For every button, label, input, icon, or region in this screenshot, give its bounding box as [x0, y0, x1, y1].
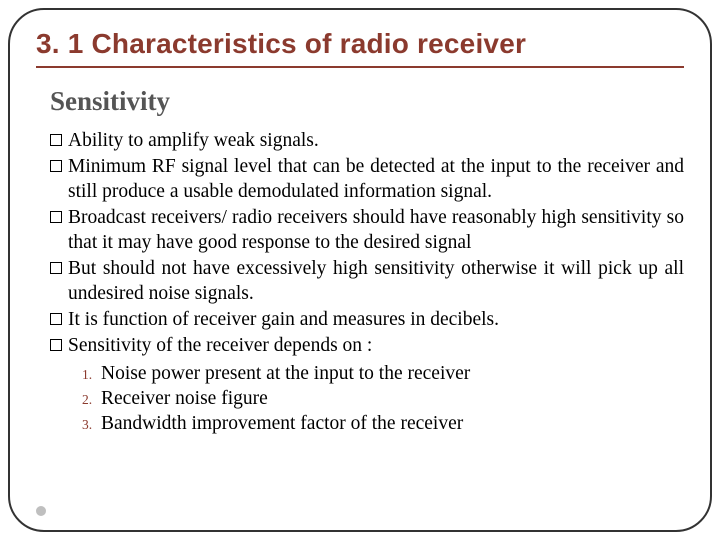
bullet-text: Broadcast receivers/ radio receivers sho… — [68, 206, 684, 256]
square-bullet-icon — [50, 211, 62, 223]
slide-subtitle: Sensitivity — [50, 86, 684, 117]
bullet-text: Ability to amplify weak signals. — [68, 129, 684, 154]
square-bullet-icon — [50, 339, 62, 351]
square-bullet-icon — [50, 313, 62, 325]
bullet-text: But should not have excessively high sen… — [68, 257, 684, 307]
list-item: Ability to amplify weak signals. — [50, 129, 684, 154]
decorative-dot-icon — [36, 506, 46, 516]
slide-title: 3. 1 Characteristics of radio receiver — [36, 28, 684, 68]
bullet-text: Minimum RF signal level that can be dete… — [68, 155, 684, 205]
list-item: Sensitivity of the receiver depends on : — [50, 334, 684, 359]
square-bullet-icon — [50, 134, 62, 146]
numbered-text: Noise power present at the input to the … — [101, 361, 470, 386]
numbered-text: Receiver noise figure — [101, 386, 268, 411]
list-item: Minimum RF signal level that can be dete… — [50, 155, 684, 205]
list-item: Broadcast receivers/ radio receivers sho… — [50, 206, 684, 256]
square-bullet-icon — [50, 262, 62, 274]
bullet-text: Sensitivity of the receiver depends on : — [68, 334, 684, 359]
number-label: 3. — [82, 416, 96, 434]
list-item: 1. Noise power present at the input to t… — [82, 361, 684, 386]
bullet-list: Ability to amplify weak signals. Minimum… — [50, 129, 684, 359]
list-item: 3. Bandwidth improvement factor of the r… — [82, 411, 684, 436]
list-item: 2. Receiver noise figure — [82, 386, 684, 411]
numbered-list: 1. Noise power present at the input to t… — [82, 361, 684, 437]
number-label: 2. — [82, 391, 96, 409]
numbered-text: Bandwidth improvement factor of the rece… — [101, 411, 463, 436]
number-label: 1. — [82, 366, 96, 384]
bullet-text: It is function of receiver gain and meas… — [68, 308, 684, 333]
list-item: It is function of receiver gain and meas… — [50, 308, 684, 333]
square-bullet-icon — [50, 160, 62, 172]
list-item: But should not have excessively high sen… — [50, 257, 684, 307]
slide-frame: 3. 1 Characteristics of radio receiver S… — [8, 8, 712, 532]
